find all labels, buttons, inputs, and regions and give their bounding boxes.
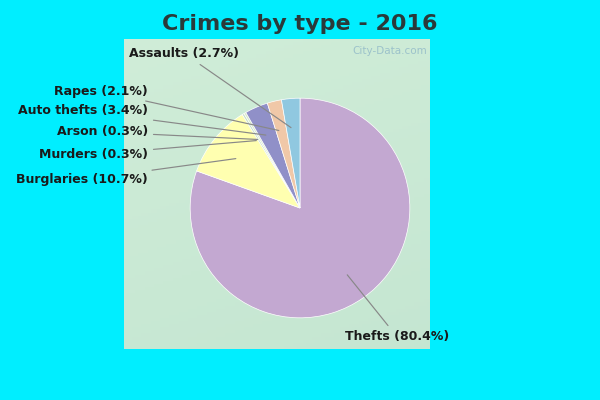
Wedge shape bbox=[268, 100, 300, 208]
Text: Crimes by type - 2016: Crimes by type - 2016 bbox=[162, 14, 438, 34]
Text: Assaults (2.7%): Assaults (2.7%) bbox=[130, 47, 291, 128]
Text: Burglaries (10.7%): Burglaries (10.7%) bbox=[16, 159, 236, 186]
Text: City-Data.com: City-Data.com bbox=[352, 46, 427, 56]
Wedge shape bbox=[197, 114, 300, 208]
Text: Arson (0.3%): Arson (0.3%) bbox=[56, 126, 257, 140]
Wedge shape bbox=[190, 98, 410, 318]
Wedge shape bbox=[246, 103, 300, 208]
Wedge shape bbox=[281, 98, 300, 208]
Text: Rapes (2.1%): Rapes (2.1%) bbox=[54, 85, 279, 130]
Text: Murders (0.3%): Murders (0.3%) bbox=[39, 140, 256, 161]
Text: Auto thefts (3.4%): Auto thefts (3.4%) bbox=[18, 104, 266, 135]
Wedge shape bbox=[244, 112, 300, 208]
Text: Thefts (80.4%): Thefts (80.4%) bbox=[345, 275, 449, 344]
Wedge shape bbox=[242, 114, 300, 208]
